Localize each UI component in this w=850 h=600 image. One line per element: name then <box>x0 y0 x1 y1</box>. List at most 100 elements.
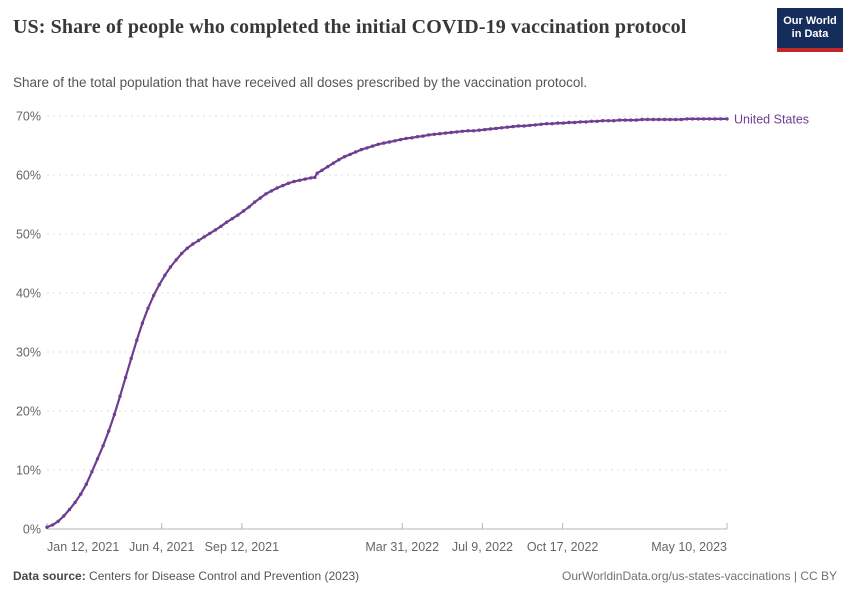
data-point-marker <box>348 152 352 157</box>
data-point-marker <box>202 235 206 239</box>
data-point-marker <box>612 119 616 123</box>
data-point-marker <box>578 120 582 124</box>
y-tick-label: 0% <box>23 523 41 537</box>
data-point-marker <box>185 246 189 250</box>
data-point-marker <box>398 137 403 142</box>
data-point-marker <box>50 523 55 527</box>
series-end-label: United States <box>734 112 809 126</box>
data-point-marker <box>606 119 610 123</box>
data-point-marker <box>191 242 195 246</box>
data-point-marker <box>208 231 212 236</box>
data-point-marker <box>685 117 689 121</box>
data-point-marker <box>95 457 100 461</box>
data-point-marker <box>376 142 380 146</box>
data-point-marker <box>696 117 700 121</box>
data-point-marker <box>595 119 599 124</box>
data-point-marker <box>326 165 330 169</box>
data-point-marker <box>460 129 465 133</box>
data-point-marker <box>45 525 49 529</box>
data-point-marker <box>601 119 605 123</box>
data-point-marker <box>533 123 537 127</box>
data-point-marker <box>404 136 408 141</box>
data-point-marker <box>313 175 317 180</box>
data-point-marker <box>331 161 335 165</box>
data-point-marker <box>370 144 375 148</box>
x-tick-label: Jun 4, 2021 <box>129 540 194 554</box>
data-point-marker <box>690 117 695 121</box>
data-point-marker <box>79 492 83 496</box>
data-point-marker <box>129 356 133 361</box>
x-tick-label: Oct 17, 2022 <box>527 540 599 554</box>
data-point-marker <box>365 146 369 150</box>
data-point-marker <box>163 273 167 277</box>
data-point-marker <box>572 120 577 125</box>
data-point-marker <box>146 306 150 310</box>
data-source-note: Data source: Centers for Disease Control… <box>13 569 359 583</box>
data-point-marker <box>382 141 386 145</box>
data-point-marker <box>140 321 145 325</box>
data-point-marker <box>180 251 184 256</box>
data-point-marker <box>253 200 257 204</box>
data-point-marker <box>561 121 566 125</box>
data-point-marker <box>264 192 268 196</box>
data-point-marker <box>516 124 521 128</box>
data-point-marker <box>354 150 358 154</box>
data-point-marker <box>303 177 307 181</box>
data-point-marker <box>494 126 498 131</box>
x-tick-label: Sep 12, 2021 <box>205 540 279 554</box>
data-point-marker <box>589 119 594 124</box>
data-point-marker <box>123 375 128 380</box>
data-point-marker <box>645 117 650 122</box>
data-point-marker <box>269 189 274 193</box>
data-point-marker <box>292 179 296 184</box>
data-point-marker <box>477 128 481 132</box>
data-point-marker <box>550 122 554 126</box>
data-point-marker <box>539 122 543 127</box>
data-point-marker <box>718 117 723 121</box>
x-tick-label: Jul 9, 2022 <box>452 540 513 554</box>
data-point-marker <box>196 238 201 243</box>
data-point-marker <box>152 293 156 298</box>
data-point-marker <box>56 519 60 523</box>
data-point-marker <box>483 127 487 132</box>
data-point-marker <box>67 507 72 512</box>
y-tick-label: 70% <box>16 110 41 124</box>
data-point-marker <box>505 125 509 129</box>
data-point-marker <box>112 412 117 417</box>
data-point-marker <box>707 117 712 121</box>
data-point-marker <box>359 147 363 152</box>
data-point-marker <box>556 121 560 125</box>
y-tick-label: 30% <box>16 346 41 360</box>
data-point-marker <box>629 118 633 122</box>
data-point-marker <box>432 132 436 136</box>
data-point-marker <box>584 120 588 124</box>
data-point-marker <box>258 196 262 200</box>
data-point-marker <box>135 338 139 342</box>
data-point-marker <box>320 168 324 172</box>
data-point-marker <box>275 186 279 190</box>
data-point-marker <box>617 118 622 122</box>
data-point-marker <box>107 429 111 433</box>
data-point-marker <box>488 127 493 131</box>
data-point-marker <box>410 136 414 140</box>
y-tick-label: 20% <box>16 405 41 419</box>
data-point-marker <box>455 130 459 134</box>
y-tick-label: 60% <box>16 169 41 183</box>
us-series-line <box>45 117 729 529</box>
data-point-marker <box>62 514 66 518</box>
data-point-marker <box>657 117 661 122</box>
data-point-marker <box>393 139 397 143</box>
data-point-marker <box>421 134 425 138</box>
data-point-marker <box>634 118 639 122</box>
data-point-marker <box>309 176 313 180</box>
data-point-marker <box>168 265 173 269</box>
data-point-marker <box>500 126 504 130</box>
y-tick-label: 50% <box>16 228 41 242</box>
x-tick-label: Jan 12, 2021 <box>47 540 119 554</box>
data-point-marker <box>415 135 420 139</box>
data-point-marker <box>567 120 571 125</box>
y-tick-label: 40% <box>16 287 41 301</box>
data-point-marker <box>427 133 431 137</box>
data-point-marker <box>662 117 667 122</box>
